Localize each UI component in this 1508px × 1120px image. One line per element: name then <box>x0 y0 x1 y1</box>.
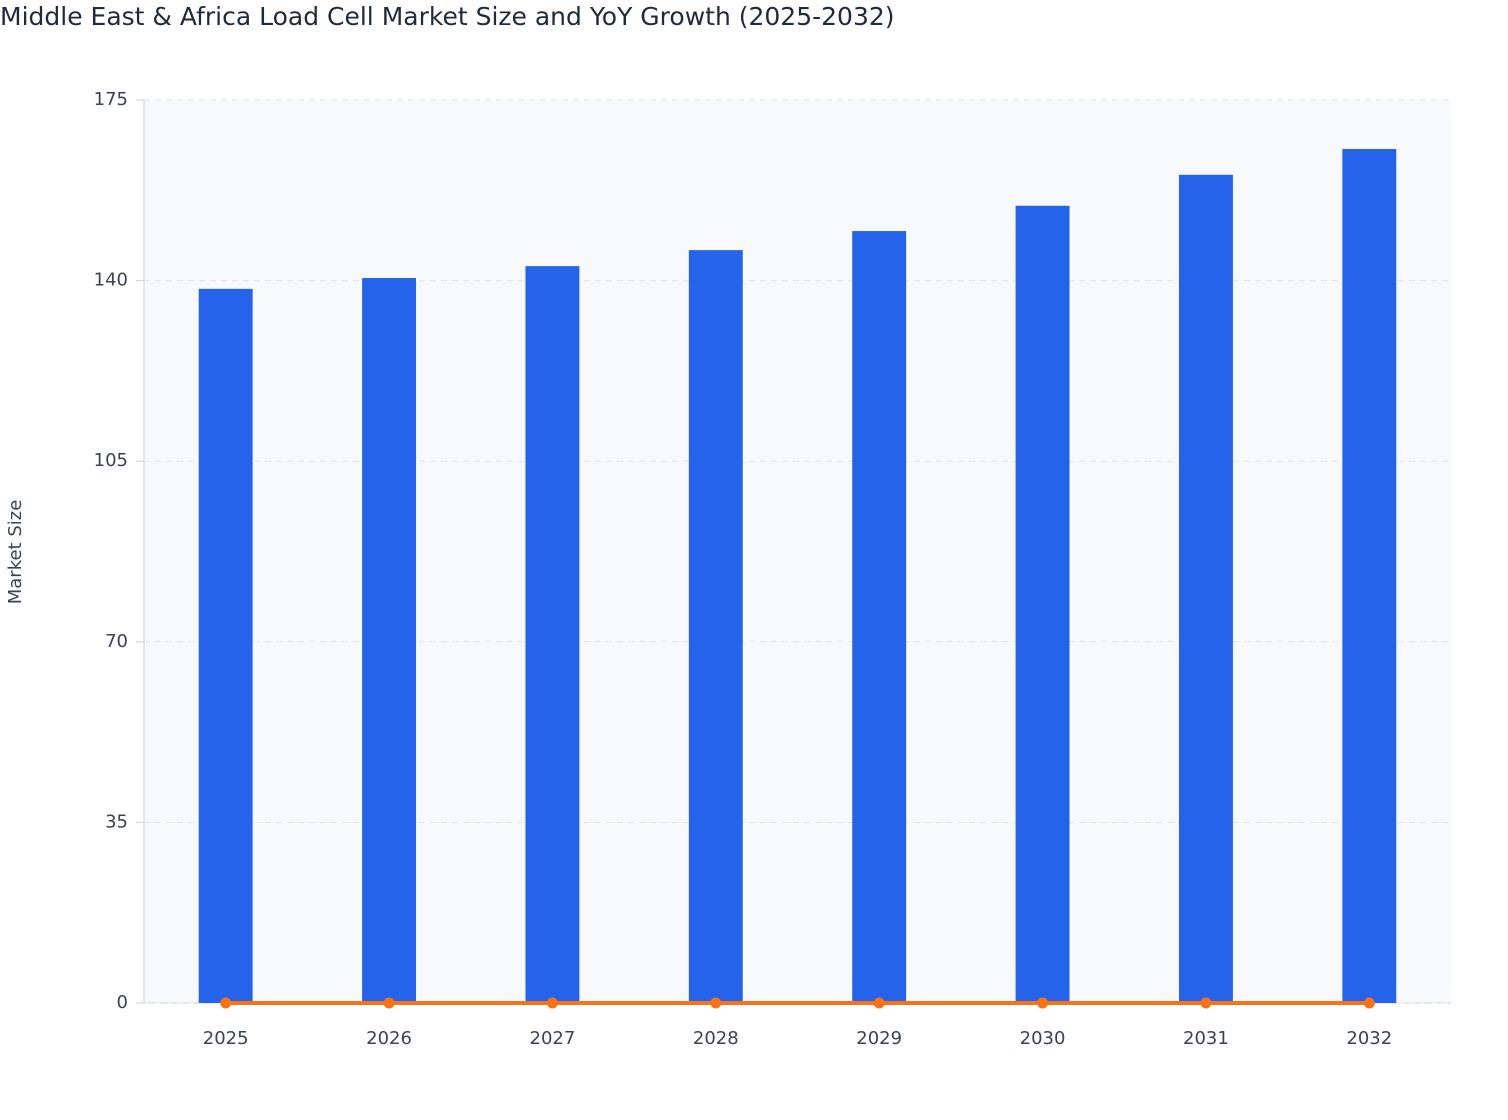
y-tick-label: 0 <box>117 992 128 1013</box>
line-point <box>1037 997 1049 1009</box>
x-tick-label: 2031 <box>1183 1028 1229 1049</box>
bar <box>852 231 907 1004</box>
x-tick-label: 2027 <box>530 1028 576 1049</box>
chart-title: Middle East & Africa Load Cell Market Si… <box>0 2 895 31</box>
line-point <box>220 997 232 1009</box>
plot-area <box>144 100 1451 1003</box>
x-tick-label: 2030 <box>1020 1028 1066 1049</box>
y-tick-label: 70 <box>105 631 128 652</box>
bar <box>1015 205 1070 1003</box>
y-tick-label: 175 <box>94 89 128 110</box>
line-point <box>383 997 395 1009</box>
y-tick-label: 105 <box>94 450 128 471</box>
bar <box>198 288 253 1004</box>
x-tick-label: 2026 <box>366 1028 412 1049</box>
line-point <box>546 997 558 1009</box>
line-point <box>710 997 722 1009</box>
line-point <box>1200 997 1212 1009</box>
bar <box>1342 149 1397 1003</box>
bar <box>362 278 417 1003</box>
line-point <box>873 997 885 1009</box>
bar <box>525 266 580 1004</box>
line-point <box>1363 997 1375 1009</box>
x-tick-label: 2032 <box>1346 1028 1392 1049</box>
bar <box>1178 174 1233 1003</box>
x-tick-label: 2025 <box>203 1028 249 1049</box>
x-tick-label: 2028 <box>693 1028 739 1049</box>
y-tick-label: 35 <box>105 811 128 832</box>
bar <box>688 250 743 1003</box>
x-tick-label: 2029 <box>856 1028 902 1049</box>
y-tick-label: 140 <box>94 270 128 291</box>
y-axis-label: Market Size <box>5 500 26 605</box>
